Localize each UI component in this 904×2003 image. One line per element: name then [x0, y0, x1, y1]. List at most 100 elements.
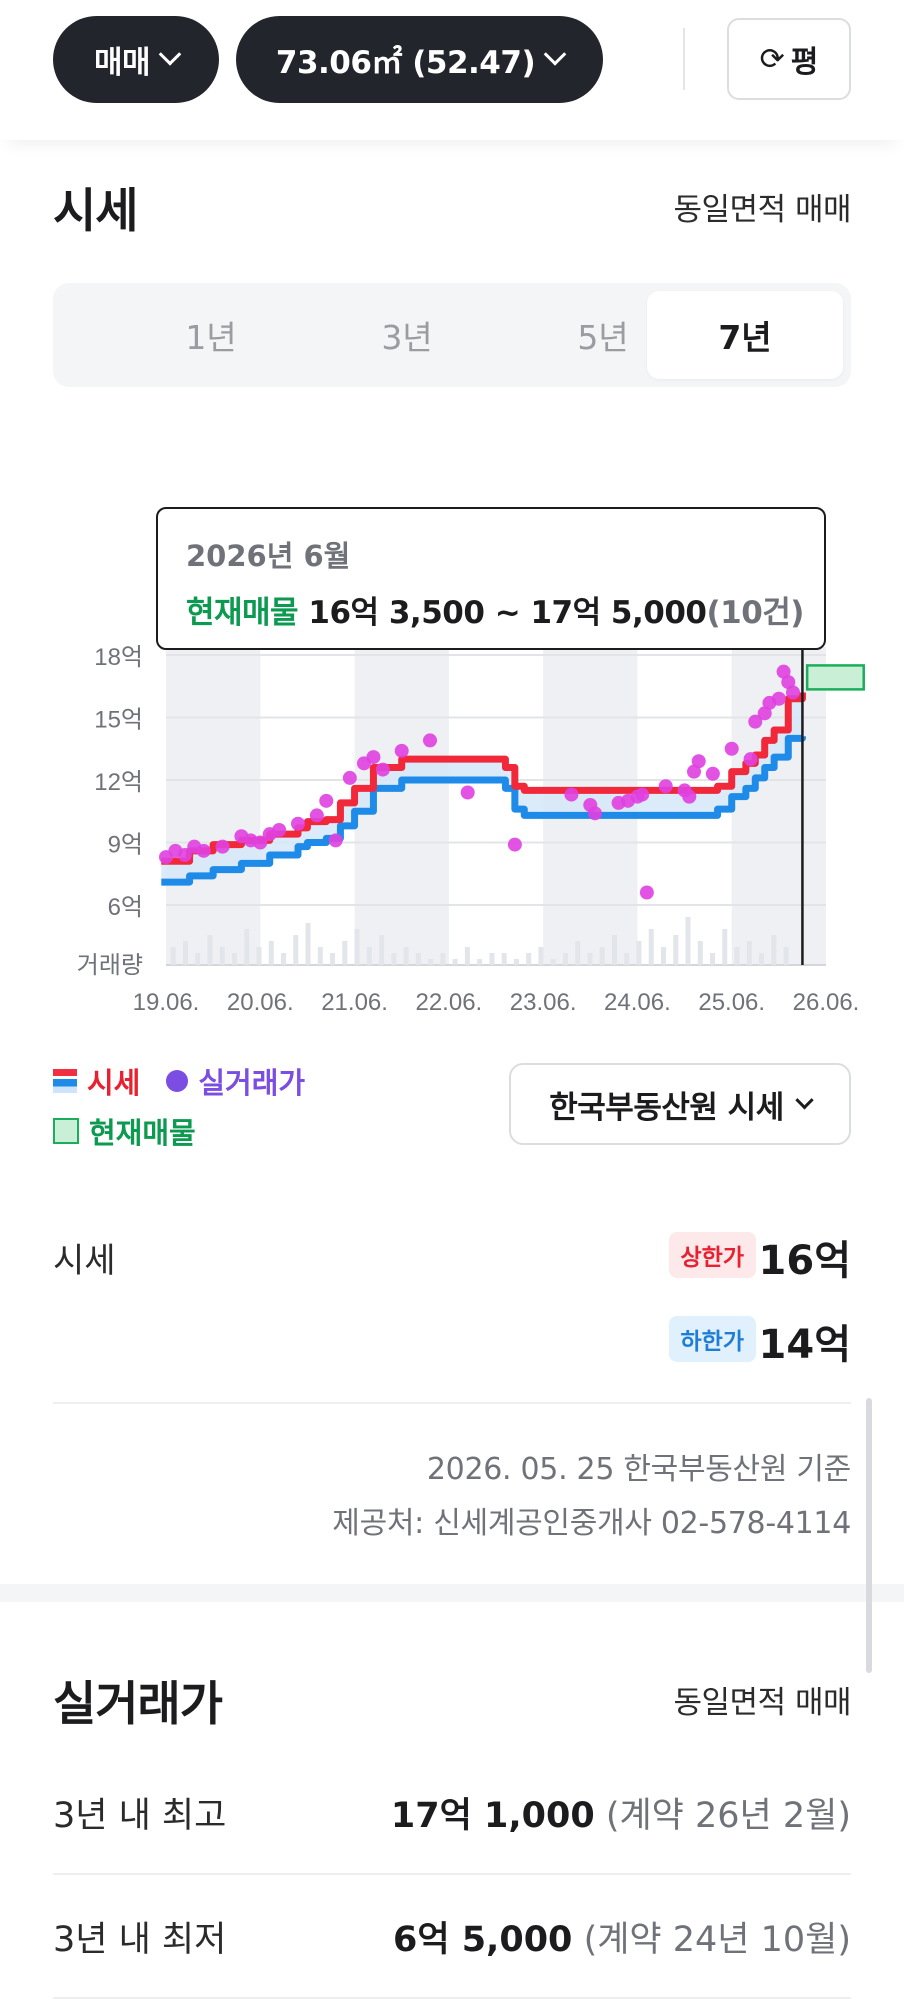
deal-low-price: 6억 5,000 [392, 1920, 573, 1960]
volume-bar [428, 959, 434, 965]
sise-lower-line [161, 734, 806, 886]
volume-bar [342, 941, 348, 965]
unit-toggle-button[interactable]: ⟳ 평 [727, 18, 851, 100]
deal-low-label: 3년 내 최저 [53, 1920, 227, 1960]
deal-low-value: 6억 5,000 (계약 24년 10월) [393, 1911, 851, 1962]
deal-point [394, 743, 409, 758]
deal-point [375, 762, 390, 777]
divider [683, 28, 685, 90]
volume-bar [562, 953, 568, 965]
x-tick-label: 26.06. [793, 989, 860, 1016]
deal-dot-icon [166, 1070, 189, 1092]
deal-point [639, 885, 654, 900]
source-select[interactable]: 한국부동산원 시세 [509, 1063, 851, 1145]
volume-bar [783, 947, 789, 965]
volume-bar [746, 941, 752, 965]
deal-point [423, 733, 437, 748]
deal-point [328, 833, 343, 848]
volume-bar [366, 947, 372, 965]
deal-point [682, 789, 697, 804]
deal-point [748, 714, 763, 729]
price-label: 시세 [53, 1241, 116, 1281]
volume-bar [464, 947, 470, 965]
volume-bar [636, 941, 642, 965]
volume-bar [232, 953, 237, 965]
deal-point [705, 766, 720, 781]
volume-label: 거래량 [77, 952, 143, 979]
volume-bar [477, 959, 483, 965]
x-tick-label: 22.06. [415, 989, 482, 1016]
price-provider: 제공처: 신세계공인중개사 02-578-4114 [332, 1506, 851, 1541]
volume-bar [256, 947, 262, 965]
volume-bar [391, 953, 397, 965]
deal-point [687, 764, 701, 779]
deal-point [588, 806, 602, 821]
volume-bar [771, 935, 777, 965]
deal-point [771, 691, 786, 706]
period-tabs: 1년 3년 5년 7년 [53, 283, 851, 387]
volume-bar [415, 953, 421, 965]
volume-bar [648, 929, 654, 965]
deal-point [319, 793, 334, 808]
y-tick-label: 6억 [108, 894, 143, 921]
deal-low-note: (계약 24년 10월) [583, 1920, 851, 1960]
volume-bar [722, 929, 728, 965]
volume-bar [734, 947, 740, 965]
deal-high-value: 17억 1,000 (계약 26년 2월) [391, 1787, 851, 1838]
tab-5y[interactable]: 5년 [577, 318, 629, 357]
scrollbar[interactable] [866, 1398, 872, 1673]
volume-bar [170, 947, 176, 965]
deal-high-note: (계약 26년 2월) [605, 1796, 851, 1836]
sise-title: 시세 [53, 184, 138, 239]
volume-bar [281, 953, 287, 965]
tab-3y[interactable]: 3년 [381, 318, 433, 357]
trade-type-label: 매매 [93, 45, 151, 81]
filter-bar: 매매 73.06㎡ (52.47) ⟳ 평 [0, 0, 904, 140]
volume-bar [305, 923, 311, 965]
x-tick-label: 23.06. [510, 989, 577, 1016]
trade-type-dropdown[interactable]: 매매 [53, 16, 219, 103]
deal-point [635, 787, 650, 802]
volume-bar [317, 947, 323, 965]
volume-bar [452, 959, 458, 965]
volume-bar [661, 947, 666, 965]
volume-bar [759, 953, 765, 965]
volume-bar [599, 947, 605, 965]
refresh-icon: ⟳ [759, 41, 785, 77]
y-tick-label: 15억 [94, 707, 143, 734]
y-tick-label: 18억 [94, 644, 143, 671]
legend-sise: 시세 [87, 1066, 141, 1100]
deal-point [658, 779, 673, 794]
volume-bar [673, 935, 679, 965]
deal-point [309, 808, 324, 823]
divider [53, 1997, 851, 1999]
current-listing-swatch-icon [53, 1118, 79, 1144]
deals-area-filter[interactable]: 동일면적 매매 [673, 1685, 852, 1721]
deal-point [291, 816, 305, 831]
volume-bar [330, 953, 336, 965]
divider [53, 1873, 851, 1875]
source-select-label: 한국부동산원 시세 [549, 1089, 784, 1126]
lower-price: 14억 [758, 1322, 851, 1368]
volume-bar [710, 953, 716, 965]
volume-bar [489, 953, 495, 965]
tooltip-date: 2026년 6월 [186, 539, 351, 573]
chevron-down-icon [158, 42, 182, 66]
volume-bar [244, 929, 250, 965]
volume-bar [513, 959, 519, 965]
tab-1y[interactable]: 1년 [185, 318, 237, 357]
volume-bar [685, 917, 691, 965]
x-tick-label: 20.06. [227, 989, 294, 1016]
volume-bar [293, 935, 299, 965]
sise-area-filter[interactable]: 동일면적 매매 [673, 192, 852, 228]
chevron-down-icon [543, 42, 567, 66]
tab-7y[interactable]: 7년 [647, 291, 843, 379]
deal-point [196, 843, 211, 858]
legend-row: 시세 실거래가 [53, 1060, 305, 1102]
legend-deal: 실거래가 [198, 1066, 306, 1100]
chart-tooltip: 2026년 6월 현재매물 16억 3,500 ~ 17억 5,000(10건) [156, 507, 826, 650]
volume-bar [403, 947, 409, 965]
volume-bar [440, 953, 446, 965]
area-dropdown[interactable]: 73.06㎡ (52.47) [236, 16, 603, 103]
